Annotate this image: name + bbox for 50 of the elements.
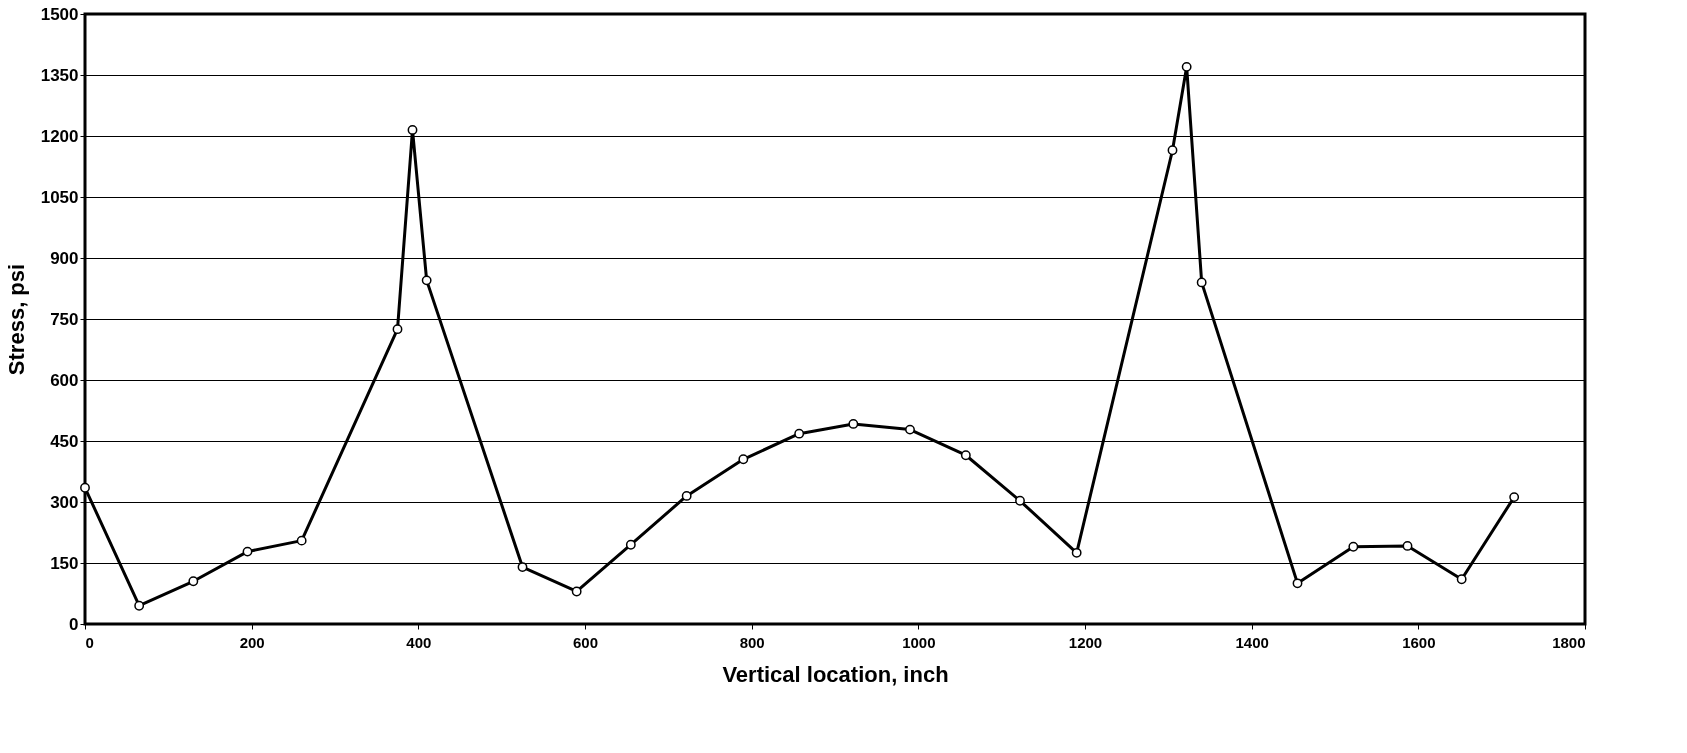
point [1071,547,1082,558]
x-tick-label: 600 [572,633,599,651]
y-tick-label: 900 [50,248,79,268]
point [296,535,307,546]
y-tick-label: 0 [69,614,79,634]
x-tick-label: 0 [85,633,94,651]
point [681,490,692,501]
y-tick-label: 750 [50,309,79,329]
point [1402,541,1413,551]
point [625,539,636,550]
point [242,546,253,557]
point [407,124,418,135]
x-tick-label: 1800 [1552,633,1586,651]
y-tick-label: 1050 [40,187,79,207]
point [905,424,915,435]
point [1015,495,1025,506]
y-tick-label: 1350 [40,65,79,85]
point [188,576,199,587]
y-tick-label: 150 [50,553,79,573]
x-tick-label: 800 [739,633,765,651]
point [421,275,432,286]
point [80,482,90,493]
point [1348,541,1359,552]
point [517,562,528,572]
x-tick-label: 1200 [1068,633,1103,651]
y-axis-title: Stress, psi [3,263,29,376]
y-tick-label: 1200 [40,126,79,146]
y-tick-label: 450 [50,431,79,451]
point [1456,574,1467,585]
x-tick-label: 400 [406,633,432,651]
x-axis-title: Vertical location, inch [722,661,949,687]
point [392,324,403,335]
x-tick-label: 1000 [902,633,936,651]
x-tick-label: 1600 [1402,633,1436,651]
point [1196,277,1207,288]
y-tick-label: 1500 [40,4,79,24]
point [848,419,859,429]
point [1167,145,1178,156]
y-tick-label: 600 [50,370,79,390]
y-tick-label: 300 [50,492,79,512]
x-tick-label: 1400 [1235,633,1269,651]
point [1181,61,1192,72]
x-tick-label: 200 [239,633,265,651]
point [1509,492,1520,503]
point [738,454,749,465]
point [134,600,145,611]
point [571,586,582,597]
point [960,450,971,461]
point [1292,578,1303,589]
point [794,428,805,439]
